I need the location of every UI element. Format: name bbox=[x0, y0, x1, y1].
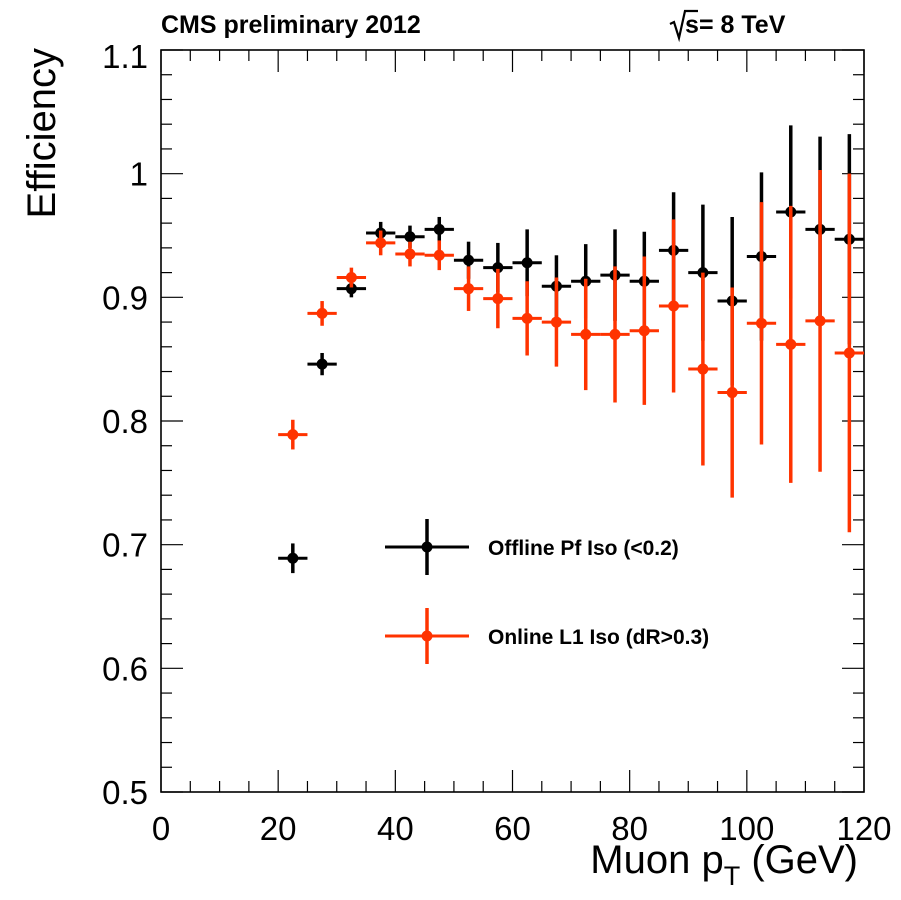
x-axis-title-space bbox=[740, 838, 751, 882]
data-point bbox=[668, 300, 680, 312]
data-point bbox=[492, 293, 504, 305]
data-point bbox=[609, 328, 621, 340]
x-axis-title: Muon pT (GeV) bbox=[590, 838, 858, 891]
legend: Offline Pf Iso (<0.2) Online L1 Iso (dR>0… bbox=[385, 519, 709, 664]
header-sqrt-radicand: s bbox=[685, 11, 699, 39]
data-point bbox=[345, 283, 357, 295]
data-point bbox=[697, 363, 709, 375]
data-point bbox=[287, 552, 299, 564]
data-point bbox=[638, 325, 650, 337]
header-energy-text: = 8 TeV bbox=[699, 11, 786, 39]
series-2 bbox=[278, 169, 864, 533]
y-tick-label: 0.8 bbox=[102, 403, 148, 440]
data-point bbox=[463, 254, 475, 266]
x-tick-label: 60 bbox=[494, 810, 531, 847]
legend-marker bbox=[421, 630, 433, 642]
header-energy-label: s = 8 TeV bbox=[669, 9, 786, 43]
data-point bbox=[755, 317, 767, 329]
data-point bbox=[521, 257, 533, 269]
data-point bbox=[404, 231, 416, 243]
axis-tick-labels: 0 20 40 60 80 100 120 0.5 0.6 0.7 0.8 0.9 1 1.1 bbox=[102, 38, 891, 847]
plot-area-border bbox=[160, 49, 865, 793]
series-1 bbox=[278, 125, 864, 574]
x-tick-label: 20 bbox=[260, 810, 297, 847]
sqrt-icon bbox=[669, 9, 698, 43]
data-point bbox=[492, 262, 504, 274]
data-point bbox=[814, 315, 826, 327]
y-axis-title: Efficiency bbox=[20, 48, 64, 218]
y-tick-label: 0.6 bbox=[102, 650, 148, 687]
y-tick-label: 1.1 bbox=[102, 38, 148, 75]
legend-item: Offline Pf Iso (<0.2) bbox=[385, 519, 679, 575]
plot-frame bbox=[160, 49, 865, 793]
x-tick-label: 0 bbox=[152, 810, 170, 847]
data-point bbox=[785, 338, 797, 350]
x-tick-label: 40 bbox=[377, 810, 414, 847]
x-tick-label: 80 bbox=[611, 810, 648, 847]
data-point bbox=[345, 272, 357, 284]
data-point bbox=[433, 223, 445, 235]
axis-ticks bbox=[160, 49, 865, 793]
data-point bbox=[580, 328, 592, 340]
data-point bbox=[316, 358, 328, 370]
y-tick-label: 1 bbox=[130, 156, 148, 193]
y-tick-label: 0.9 bbox=[102, 279, 148, 316]
data-point bbox=[550, 316, 562, 328]
data-point bbox=[521, 312, 533, 324]
data-point bbox=[375, 237, 387, 249]
data-point bbox=[843, 347, 855, 359]
x-axis-title-unit: (GeV) bbox=[751, 838, 858, 882]
header-left-label: CMS preliminary 2012 bbox=[161, 11, 421, 39]
legend-item: Online L1 Iso (dR>0.3) bbox=[385, 608, 709, 664]
data-point bbox=[433, 249, 445, 261]
data-point bbox=[726, 387, 738, 399]
legend-label: Online L1 Iso (dR>0.3) bbox=[488, 626, 709, 649]
legend-marker bbox=[421, 541, 433, 553]
legend-label: Offline Pf Iso (<0.2) bbox=[488, 537, 679, 560]
x-axis-title-main: Muon p bbox=[590, 838, 723, 882]
x-tick-label: 100 bbox=[719, 810, 774, 847]
x-axis-title-subscript: T bbox=[724, 861, 741, 891]
x-tick-label: 120 bbox=[836, 810, 891, 847]
data-point bbox=[463, 283, 475, 295]
data-points bbox=[278, 125, 864, 574]
y-tick-label: 0.5 bbox=[102, 774, 148, 811]
data-point bbox=[287, 429, 299, 441]
y-tick-label: 0.7 bbox=[102, 527, 148, 564]
data-point bbox=[316, 307, 328, 319]
data-point bbox=[404, 248, 416, 260]
